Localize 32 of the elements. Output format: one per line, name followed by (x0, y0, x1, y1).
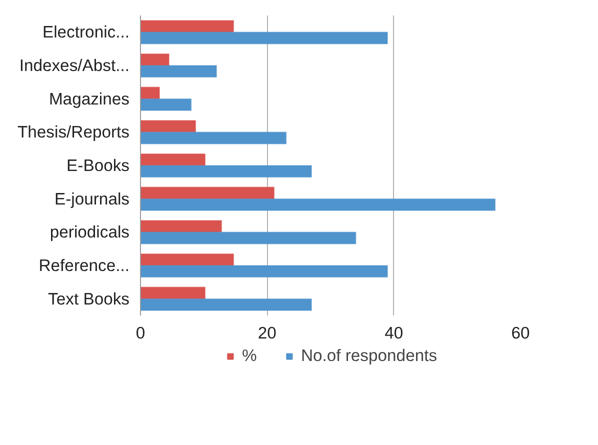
bar (140, 265, 388, 278)
y-tick-label: Electronic... (42, 22, 130, 42)
bar (140, 132, 287, 144)
legend-label: No.of respondents (300, 346, 438, 366)
y-tick-label: Magazines (48, 89, 130, 108)
y-tick-label: Reference... (38, 256, 130, 275)
y-tick-label: Text Books (48, 289, 130, 308)
x-tick-label: 60 (511, 324, 530, 342)
bar (140, 232, 356, 244)
bar (140, 120, 196, 133)
bar (140, 198, 496, 211)
bar (140, 20, 234, 33)
bar (140, 65, 217, 78)
legend-label: % (242, 346, 258, 366)
bar (140, 32, 388, 44)
bar (140, 220, 222, 233)
y-tick-label: E-journals (54, 189, 130, 208)
bar (140, 286, 206, 300)
bar (140, 165, 312, 178)
bar (140, 153, 206, 166)
y-tick-label: periodicals (50, 222, 130, 242)
bar (140, 186, 275, 200)
bar (140, 98, 192, 111)
x-tick-label: 0 (136, 324, 146, 342)
y-tick-label: Indexes/Abst... (19, 56, 130, 75)
bar (140, 298, 312, 311)
x-tick-label: 20 (258, 324, 276, 342)
y-tick-label: Thesis/Reports (17, 122, 130, 142)
x-tick-label: 40 (384, 324, 404, 342)
bar (140, 86, 160, 100)
y-tick-label: E-Books (66, 156, 130, 175)
bar (140, 253, 234, 266)
